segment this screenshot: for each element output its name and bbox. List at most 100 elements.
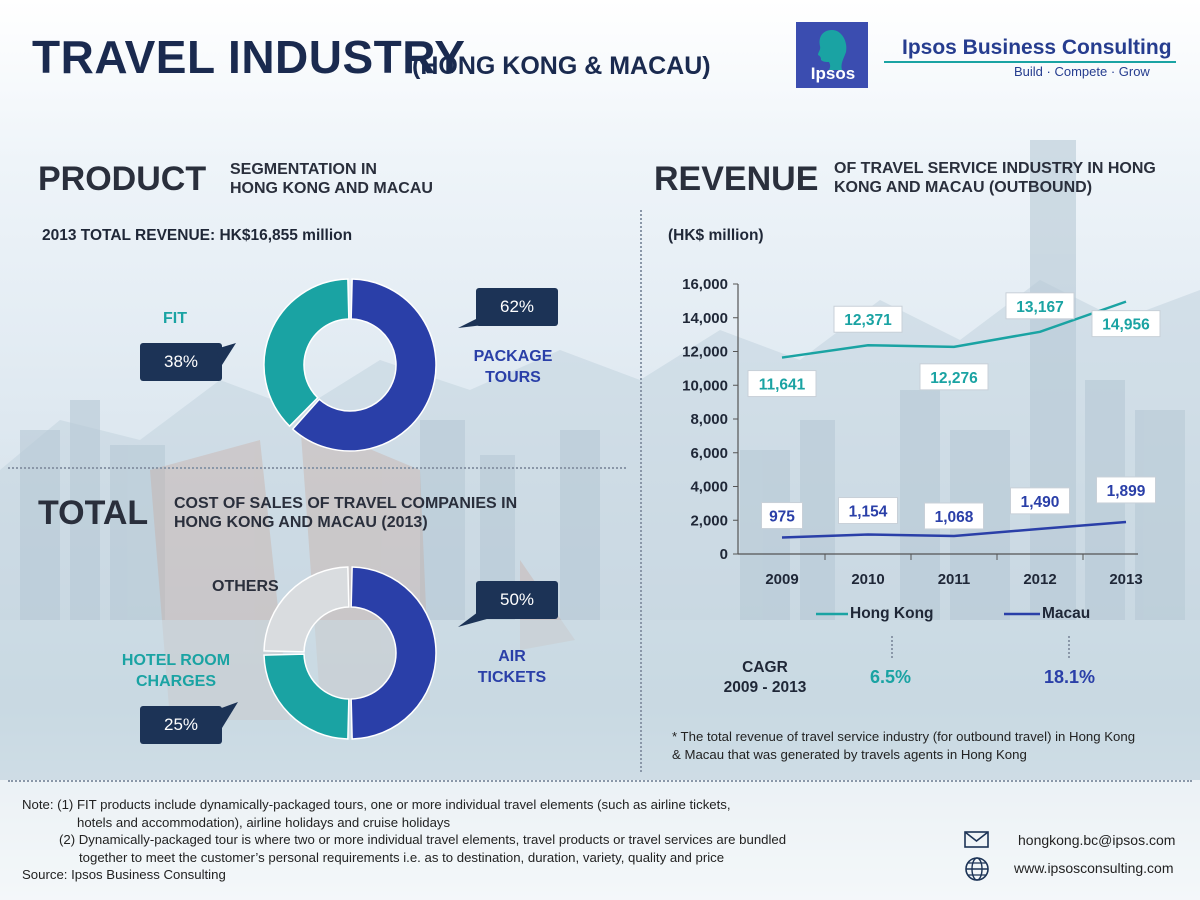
cost-donut-chart [263, 566, 437, 740]
svg-text:1,154: 1,154 [849, 504, 888, 521]
product-subheading-line1: SEGMENTATION IN [230, 161, 377, 178]
brand-name: Ipsos Business Consulting [902, 36, 1172, 59]
cagr-label-line2: 2009 - 2013 [723, 679, 807, 696]
legend-hong-kong-label: Hong Kong [850, 605, 934, 622]
data-label-hong-kong: 13,167 [1005, 292, 1075, 320]
product-heading: PRODUCT [38, 160, 207, 198]
total-revenue-label: 2013 TOTAL REVENUE: HK$16,855 million [42, 227, 353, 244]
revenue-subheading-line2: KONG AND MACAU (OUTBOUND) [834, 179, 1093, 196]
ipsos-logo [796, 22, 868, 88]
data-label-macau: 1,154 [838, 497, 898, 525]
y-tick-label: 10,000 [682, 377, 728, 394]
package-label-line2: TOURS [485, 369, 541, 386]
revenue-footnote-line1: * The total revenue of travel service in… [672, 729, 1136, 744]
data-label-hong-kong: 12,276 [919, 363, 989, 391]
column-divider [640, 210, 642, 772]
revenue-subheading-line1: OF TRAVEL SERVICE INDUSTRY IN HONG [834, 160, 1156, 177]
total-subheading-line1: COST OF SALES OF TRAVEL COMPANIES IN [174, 495, 518, 512]
total-subheading: COST OF SALES OF TRAVEL COMPANIES IN HON… [174, 494, 517, 532]
note-line-2: hotels and accommodation), airline holid… [77, 814, 451, 830]
envelope-icon [964, 831, 989, 848]
page-title: TRAVEL INDUSTRY [32, 31, 466, 83]
svg-text:12,371: 12,371 [844, 312, 892, 329]
hotel-callout-shape [140, 702, 238, 744]
y-tick-label: 2,000 [690, 512, 728, 529]
package-callout-shape [458, 288, 558, 328]
y-tick-label: 8,000 [690, 411, 728, 428]
series-line-macau [781, 520, 1127, 539]
page-subtitle: (HONG KONG & MACAU) [412, 52, 711, 80]
brand-underline [884, 61, 1176, 63]
product-subheading-line2: HONG KONG AND MACAU [230, 180, 433, 197]
y-tick-label: 16,000 [682, 276, 728, 293]
svg-text:14,956: 14,956 [1102, 317, 1150, 334]
notes-block: Note: (1) FIT products include dynamical… [22, 796, 786, 884]
product-slice-fit [263, 278, 350, 428]
data-label-hong-kong: 12,371 [833, 305, 903, 333]
note-line-4: together to meet the customer’s personal… [79, 849, 725, 865]
cost-donut-slices [263, 566, 437, 740]
data-label-hong-kong: 11,641 [747, 370, 817, 398]
contact-email[interactable]: hongkong.bc@ipsos.com [1018, 832, 1176, 848]
package-label-line1: PACKAGE [473, 348, 553, 365]
air-label: AIR TICKETS [460, 646, 564, 688]
cagr-label-line1: CAGR [742, 659, 788, 676]
legend-macau-swatch [1004, 612, 1040, 616]
cagr-hk-connector [891, 636, 893, 658]
air-label-line1: AIR [498, 648, 526, 665]
data-label-macau: 1,899 [1096, 476, 1156, 504]
svg-text:13,167: 13,167 [1016, 299, 1063, 316]
globe-icon [965, 857, 989, 881]
x-tick-label: 2012 [1023, 571, 1056, 588]
svg-text:12,276: 12,276 [930, 370, 978, 387]
total-subheading-line2: HONG KONG AND MACAU (2013) [174, 514, 428, 531]
data-label-macau: 975 [761, 502, 803, 530]
cost-slice-others [263, 566, 350, 653]
x-tick-label: 2013 [1109, 571, 1142, 588]
air-pct: 50% [499, 590, 535, 609]
section-divider [8, 467, 626, 469]
logo-text: Ipsos [810, 64, 856, 83]
revenue-footnote: * The total revenue of travel service in… [672, 728, 1135, 763]
cagr-hong-kong-value: 6.5% [870, 667, 912, 687]
svg-text:1,068: 1,068 [935, 509, 974, 526]
product-slice-package-tours [291, 278, 437, 452]
revenue-line-chart: 0 2,000 4,000 6,000 8,000 10,000 12,000 14,000 1… [682, 276, 1161, 588]
hotel-label: HOTEL ROOM CHARGES [112, 650, 240, 692]
note-line-3: (2) Dynamically-packaged tour is where t… [59, 832, 787, 847]
series-line-hong-kong [781, 300, 1127, 359]
hotel-label-line1: HOTEL ROOM [121, 652, 231, 669]
fit-callout-shape [140, 343, 236, 381]
data-label-macau: 1,068 [924, 502, 984, 530]
x-tick-label: 2011 [938, 571, 971, 588]
cagr-label: CAGR 2009 - 2013 [714, 658, 816, 698]
others-label: OTHERS [212, 578, 279, 595]
x-tick-label: 2010 [851, 571, 884, 588]
package-label: PACKAGE TOURS [458, 346, 568, 388]
data-label-macau: 1,490 [1010, 487, 1070, 515]
brand-tagline: Build · Compete · Grow [1014, 64, 1150, 79]
fit-label: FIT [163, 310, 187, 327]
product-subheading: SEGMENTATION IN HONG KONG AND MACAU [230, 160, 433, 198]
product-donut-chart [263, 278, 437, 452]
contact-website[interactable]: www.ipsosconsulting.com [1014, 860, 1174, 876]
product-donut-slices [263, 278, 437, 452]
hotel-pct: 25% [163, 715, 199, 734]
svg-text:1,899: 1,899 [1107, 483, 1146, 500]
cagr-macau-value: 18.1% [1044, 667, 1096, 687]
revenue-subheading: OF TRAVEL SERVICE INDUSTRY IN HONG KONG … [834, 159, 1156, 197]
y-tick-label: 14,000 [682, 310, 728, 327]
source-line: Source: Ipsos Business Consulting [22, 867, 226, 882]
cagr-macau-connector [1068, 636, 1070, 658]
data-label-hong-kong: 14,956 [1091, 310, 1161, 338]
legend-hong-kong-swatch [816, 612, 848, 616]
y-tick-label: 6,000 [690, 445, 728, 462]
air-label-line2: TICKETS [477, 669, 547, 686]
svg-text:975: 975 [769, 509, 795, 526]
cost-slice-air-tickets [350, 566, 437, 740]
note-line-1: Note: (1) FIT products include dynamical… [22, 797, 731, 812]
revenue-unit-label: (HK$ million) [668, 227, 764, 244]
legend-macau-label: Macau [1042, 605, 1091, 622]
hotel-label-line2: CHARGES [135, 673, 216, 690]
package-pct: 62% [499, 297, 535, 316]
